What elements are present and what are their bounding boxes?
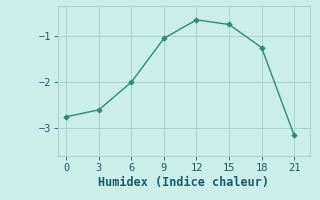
X-axis label: Humidex (Indice chaleur): Humidex (Indice chaleur) (99, 176, 269, 189)
